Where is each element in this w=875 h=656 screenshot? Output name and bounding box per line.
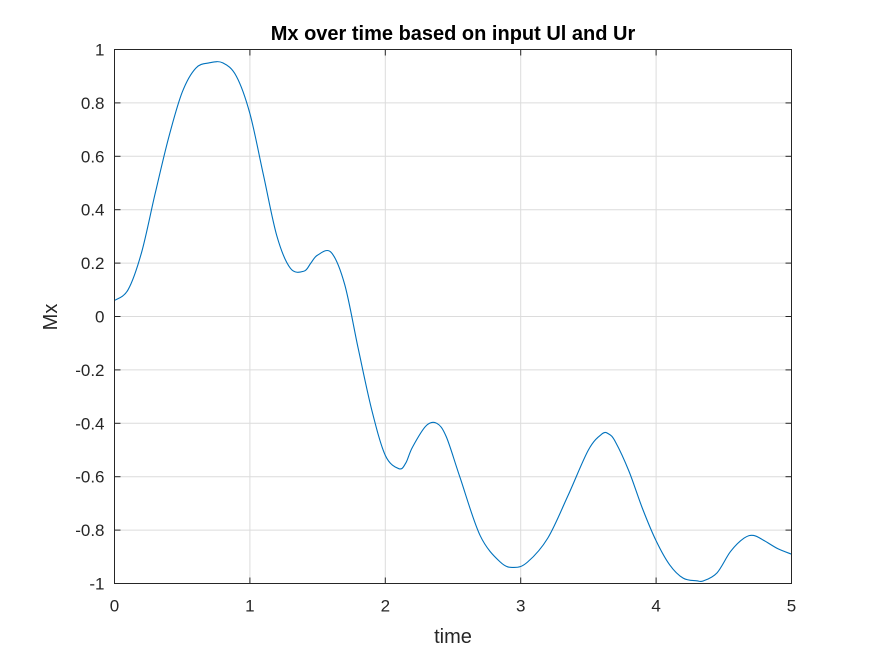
x-tick-label-4: 4	[651, 597, 660, 616]
y-tick-label-2: 0.6	[81, 147, 105, 166]
axis-ticks: 0 1 2 3 4 5 1 0.8 0.6 0.4 0.2 0 -0.2 -0.4 -0.6 -0.8 -1	[75, 41, 796, 616]
y-tick-label-9: -0.8	[75, 521, 104, 540]
y-tick-label-10: -1	[89, 575, 104, 594]
y-tick-label-8: -0.6	[75, 468, 104, 487]
grid	[114, 49, 792, 584]
y-tick-label-1: 0.8	[81, 94, 105, 113]
chart-title: Mx over time based on input Ul and Ur	[271, 23, 636, 45]
y-tick-label-5: 0	[95, 308, 104, 327]
x-axis-label: time	[434, 626, 472, 648]
series-line-0	[114, 61, 792, 583]
y-axis-label: Mx	[40, 304, 62, 331]
x-tick-label-2: 2	[381, 597, 390, 616]
x-tick-label-5: 5	[787, 597, 796, 616]
x-tick-label-0: 0	[110, 597, 119, 616]
y-tick-label-7: -0.4	[75, 414, 104, 433]
y-tick-label-6: -0.2	[75, 361, 104, 380]
x-tick-label-3: 3	[516, 597, 525, 616]
x-tick-label-1: 1	[245, 597, 254, 616]
y-tick-label-0: 1	[95, 41, 104, 60]
series-layer	[114, 61, 792, 583]
y-tick-label-4: 0.2	[81, 254, 105, 273]
y-tick-label-3: 0.4	[81, 201, 105, 220]
